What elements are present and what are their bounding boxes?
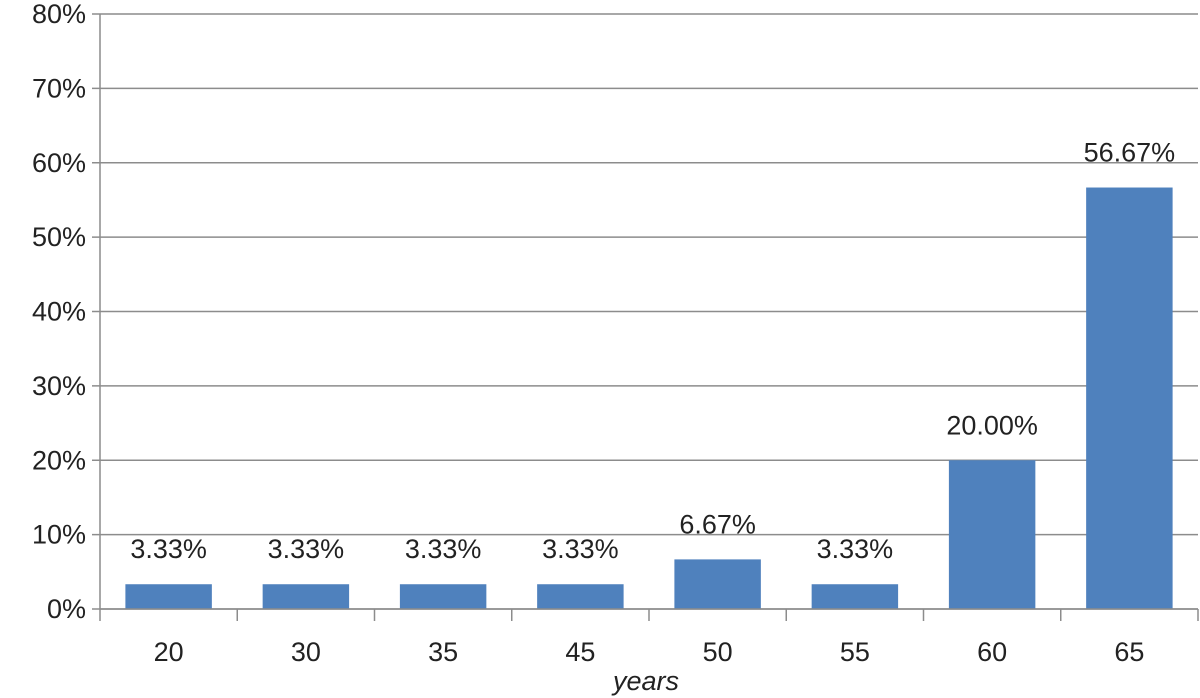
data-label-65: 56.67% <box>1084 138 1176 168</box>
y-tick-label: 70% <box>32 73 86 103</box>
data-labels: 3.33% 3.33% 3.33% 3.33% 6.67% 3.33% 20.00% 56.6… <box>130 138 1175 565</box>
y-tick-label: 50% <box>32 222 86 252</box>
data-label-35: 3.33% <box>405 534 482 564</box>
x-tick-label-50: 50 <box>703 637 733 667</box>
data-label-45: 3.33% <box>542 534 619 564</box>
data-label-20: 3.33% <box>130 534 207 564</box>
x-tick-label-45: 45 <box>565 637 595 667</box>
y-tick-label: 40% <box>32 297 86 327</box>
bar-45 <box>537 584 624 609</box>
x-axis-title: years <box>611 666 679 696</box>
x-tick-label-60: 60 <box>977 637 1007 667</box>
x-tick-label-65: 65 <box>1114 637 1144 667</box>
y-axis-tick-labels: 0% 10% 20% 30% 40% 50% 60% 70% 80% <box>32 0 86 624</box>
bars <box>125 187 1173 609</box>
data-label-50: 6.67% <box>679 509 756 539</box>
data-label-30: 3.33% <box>268 534 345 564</box>
y-tick-label: 60% <box>32 148 86 178</box>
x-tick-label-20: 20 <box>154 637 184 667</box>
bar-20 <box>125 584 212 609</box>
x-tick-label-35: 35 <box>428 637 458 667</box>
x-tick-label-30: 30 <box>291 637 321 667</box>
bar-35 <box>399 584 487 609</box>
bar-50 <box>674 559 761 609</box>
data-label-60: 20.00% <box>946 410 1038 440</box>
bar-65 <box>1086 187 1173 609</box>
y-tick-label: 10% <box>32 520 86 550</box>
y-tick-label: 80% <box>32 0 86 29</box>
x-tick-label-55: 55 <box>840 637 870 667</box>
gridlines <box>92 13 1198 610</box>
x-axis: 20 30 35 45 50 55 60 65 <box>99 14 1199 667</box>
y-tick-label: 20% <box>32 445 86 475</box>
y-tick-label: 30% <box>32 371 86 401</box>
bar-55 <box>811 584 899 609</box>
bar-60 <box>948 460 1036 609</box>
y-tick-label: 0% <box>47 594 86 624</box>
bar-30 <box>262 584 350 609</box>
data-label-55: 3.33% <box>817 534 894 564</box>
